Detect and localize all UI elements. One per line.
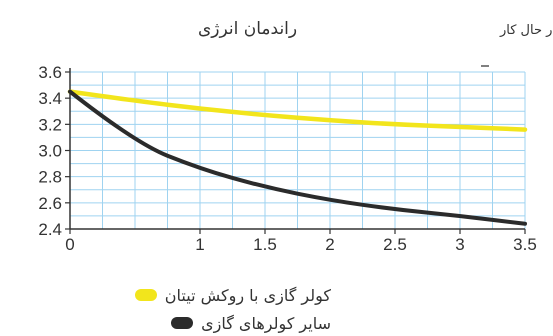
x-tick-label: 1.5 — [253, 235, 277, 254]
chart-subtitle: زمان در حال کار — [499, 23, 553, 38]
y-tick-label: 3.2 — [38, 115, 62, 134]
y-tick-label: 3.0 — [38, 142, 62, 161]
gridlines — [69, 71, 526, 230]
legend-label-titan: کولر گازی با روکش تیتان — [164, 285, 331, 305]
tick-labels: 0 1 1.5 2 2.5 3 3.5 2.4 2.6 2.8 3.0 3.2 3.4 3.6 — [38, 63, 536, 254]
series-line-titan — [67, 89, 528, 132]
x-tick-label: 2 — [325, 235, 334, 254]
series-line-others — [68, 89, 527, 226]
legend-item-others: سایر کولرهای گازی — [171, 310, 331, 336]
x-tick-label: 1 — [195, 235, 204, 254]
x-tick-label: 2.5 — [383, 235, 407, 254]
legend-swatch-titan — [134, 289, 157, 301]
y-tick-label: 2.6 — [38, 194, 62, 213]
y-tick-label: 2.4 — [38, 220, 62, 239]
x-tick-label: 0 — [65, 235, 74, 254]
axes — [65, 68, 526, 234]
y-tick-label: 3.6 — [38, 63, 62, 82]
x-tick-label: 3 — [455, 235, 464, 254]
legend-swatch-others — [171, 317, 194, 329]
y-tick-label: 2.8 — [38, 168, 62, 187]
chart-title: راندمان انرژی — [198, 19, 297, 39]
series-lines — [67, 89, 528, 226]
legend-label-others: سایر کولرهای گازی — [201, 313, 331, 333]
y-tick-label: 3.4 — [38, 89, 62, 108]
x-tick-label: 3.5 — [513, 235, 537, 254]
legend-item-titan: کولر گازی با روکش تیتان — [134, 282, 331, 308]
